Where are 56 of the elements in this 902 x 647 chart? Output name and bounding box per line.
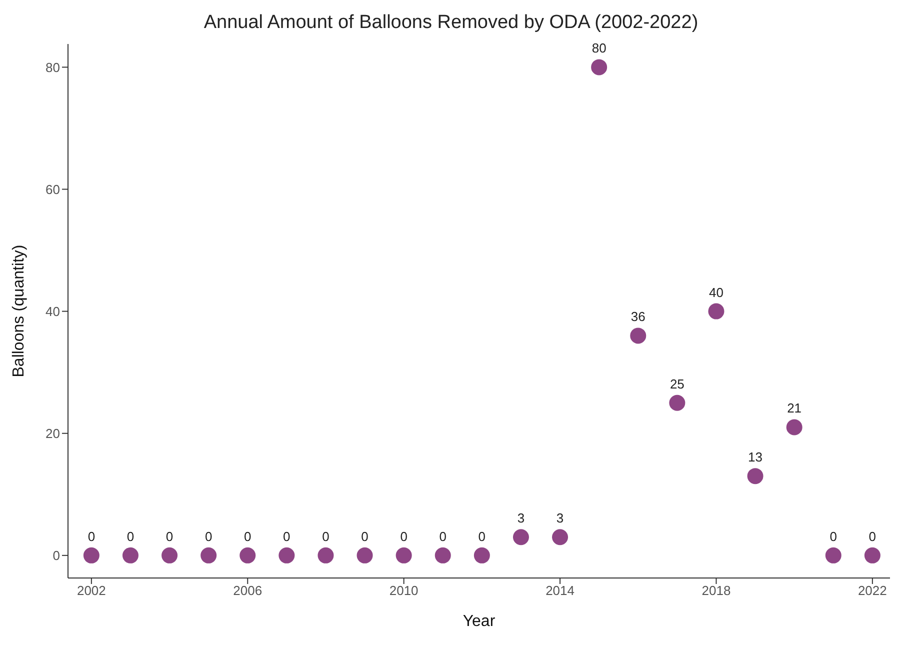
- data-label: 3: [517, 510, 525, 526]
- data-label: 25: [670, 376, 684, 392]
- x-axis-title: Year: [462, 613, 496, 630]
- data-label: 0: [400, 528, 408, 544]
- point: [786, 419, 802, 436]
- y-tick-label: 20: [46, 426, 60, 441]
- data-label: 0: [244, 528, 252, 544]
- point: [396, 547, 412, 564]
- y-tick-label: 0: [52, 548, 60, 564]
- point: [162, 547, 178, 564]
- point: [669, 394, 686, 411]
- data-label: 21: [787, 400, 802, 416]
- point: [200, 547, 217, 564]
- x-tick-label: 2002: [76, 583, 106, 598]
- data-label: 0: [478, 528, 486, 544]
- point: [356, 547, 373, 564]
- data-label: 0: [126, 528, 134, 544]
- point: [474, 547, 490, 564]
- point: [825, 547, 842, 564]
- y-axis-title: Balloons (quantity): [10, 244, 28, 378]
- data-label: 36: [630, 309, 646, 324]
- x-tick-label: 2022: [858, 583, 887, 598]
- point: [240, 547, 256, 564]
- chart-title: Annual Amount of Balloons Removed by ODA (2002-2022): [202, 11, 700, 35]
- data-label: 3: [556, 510, 564, 526]
- point: [591, 59, 608, 76]
- data-label: 0: [868, 528, 876, 544]
- data-label: 13: [748, 450, 763, 465]
- data-label: 0: [439, 528, 446, 544]
- point: [864, 547, 880, 564]
- x-tick-label: 2006: [233, 583, 262, 598]
- data-label: 0: [283, 528, 290, 544]
- data-label: 0: [204, 528, 212, 544]
- point: [708, 303, 724, 320]
- y-tick-label: 80: [46, 60, 60, 75]
- x-tick-label: 2010: [389, 583, 418, 598]
- point: [83, 547, 100, 564]
- point: [434, 547, 451, 564]
- point: [512, 529, 529, 546]
- data-label: 0: [830, 528, 837, 544]
- data-label: 0: [361, 528, 368, 544]
- point: [122, 547, 138, 564]
- data-label: 0: [322, 528, 330, 544]
- y-tick-label: 60: [46, 182, 60, 197]
- data-label: 80: [592, 40, 606, 56]
- point: [630, 328, 646, 344]
- x-tick-label: 2014: [546, 583, 574, 598]
- point: [747, 468, 764, 484]
- data-label: 40: [708, 284, 724, 300]
- x-tick-label: 2018: [702, 583, 731, 598]
- point: [552, 529, 568, 546]
- data-label: 0: [166, 528, 174, 544]
- y-tick-label: 40: [46, 304, 60, 319]
- data-label: 0: [88, 528, 96, 544]
- point: [278, 547, 295, 564]
- point: [318, 547, 334, 564]
